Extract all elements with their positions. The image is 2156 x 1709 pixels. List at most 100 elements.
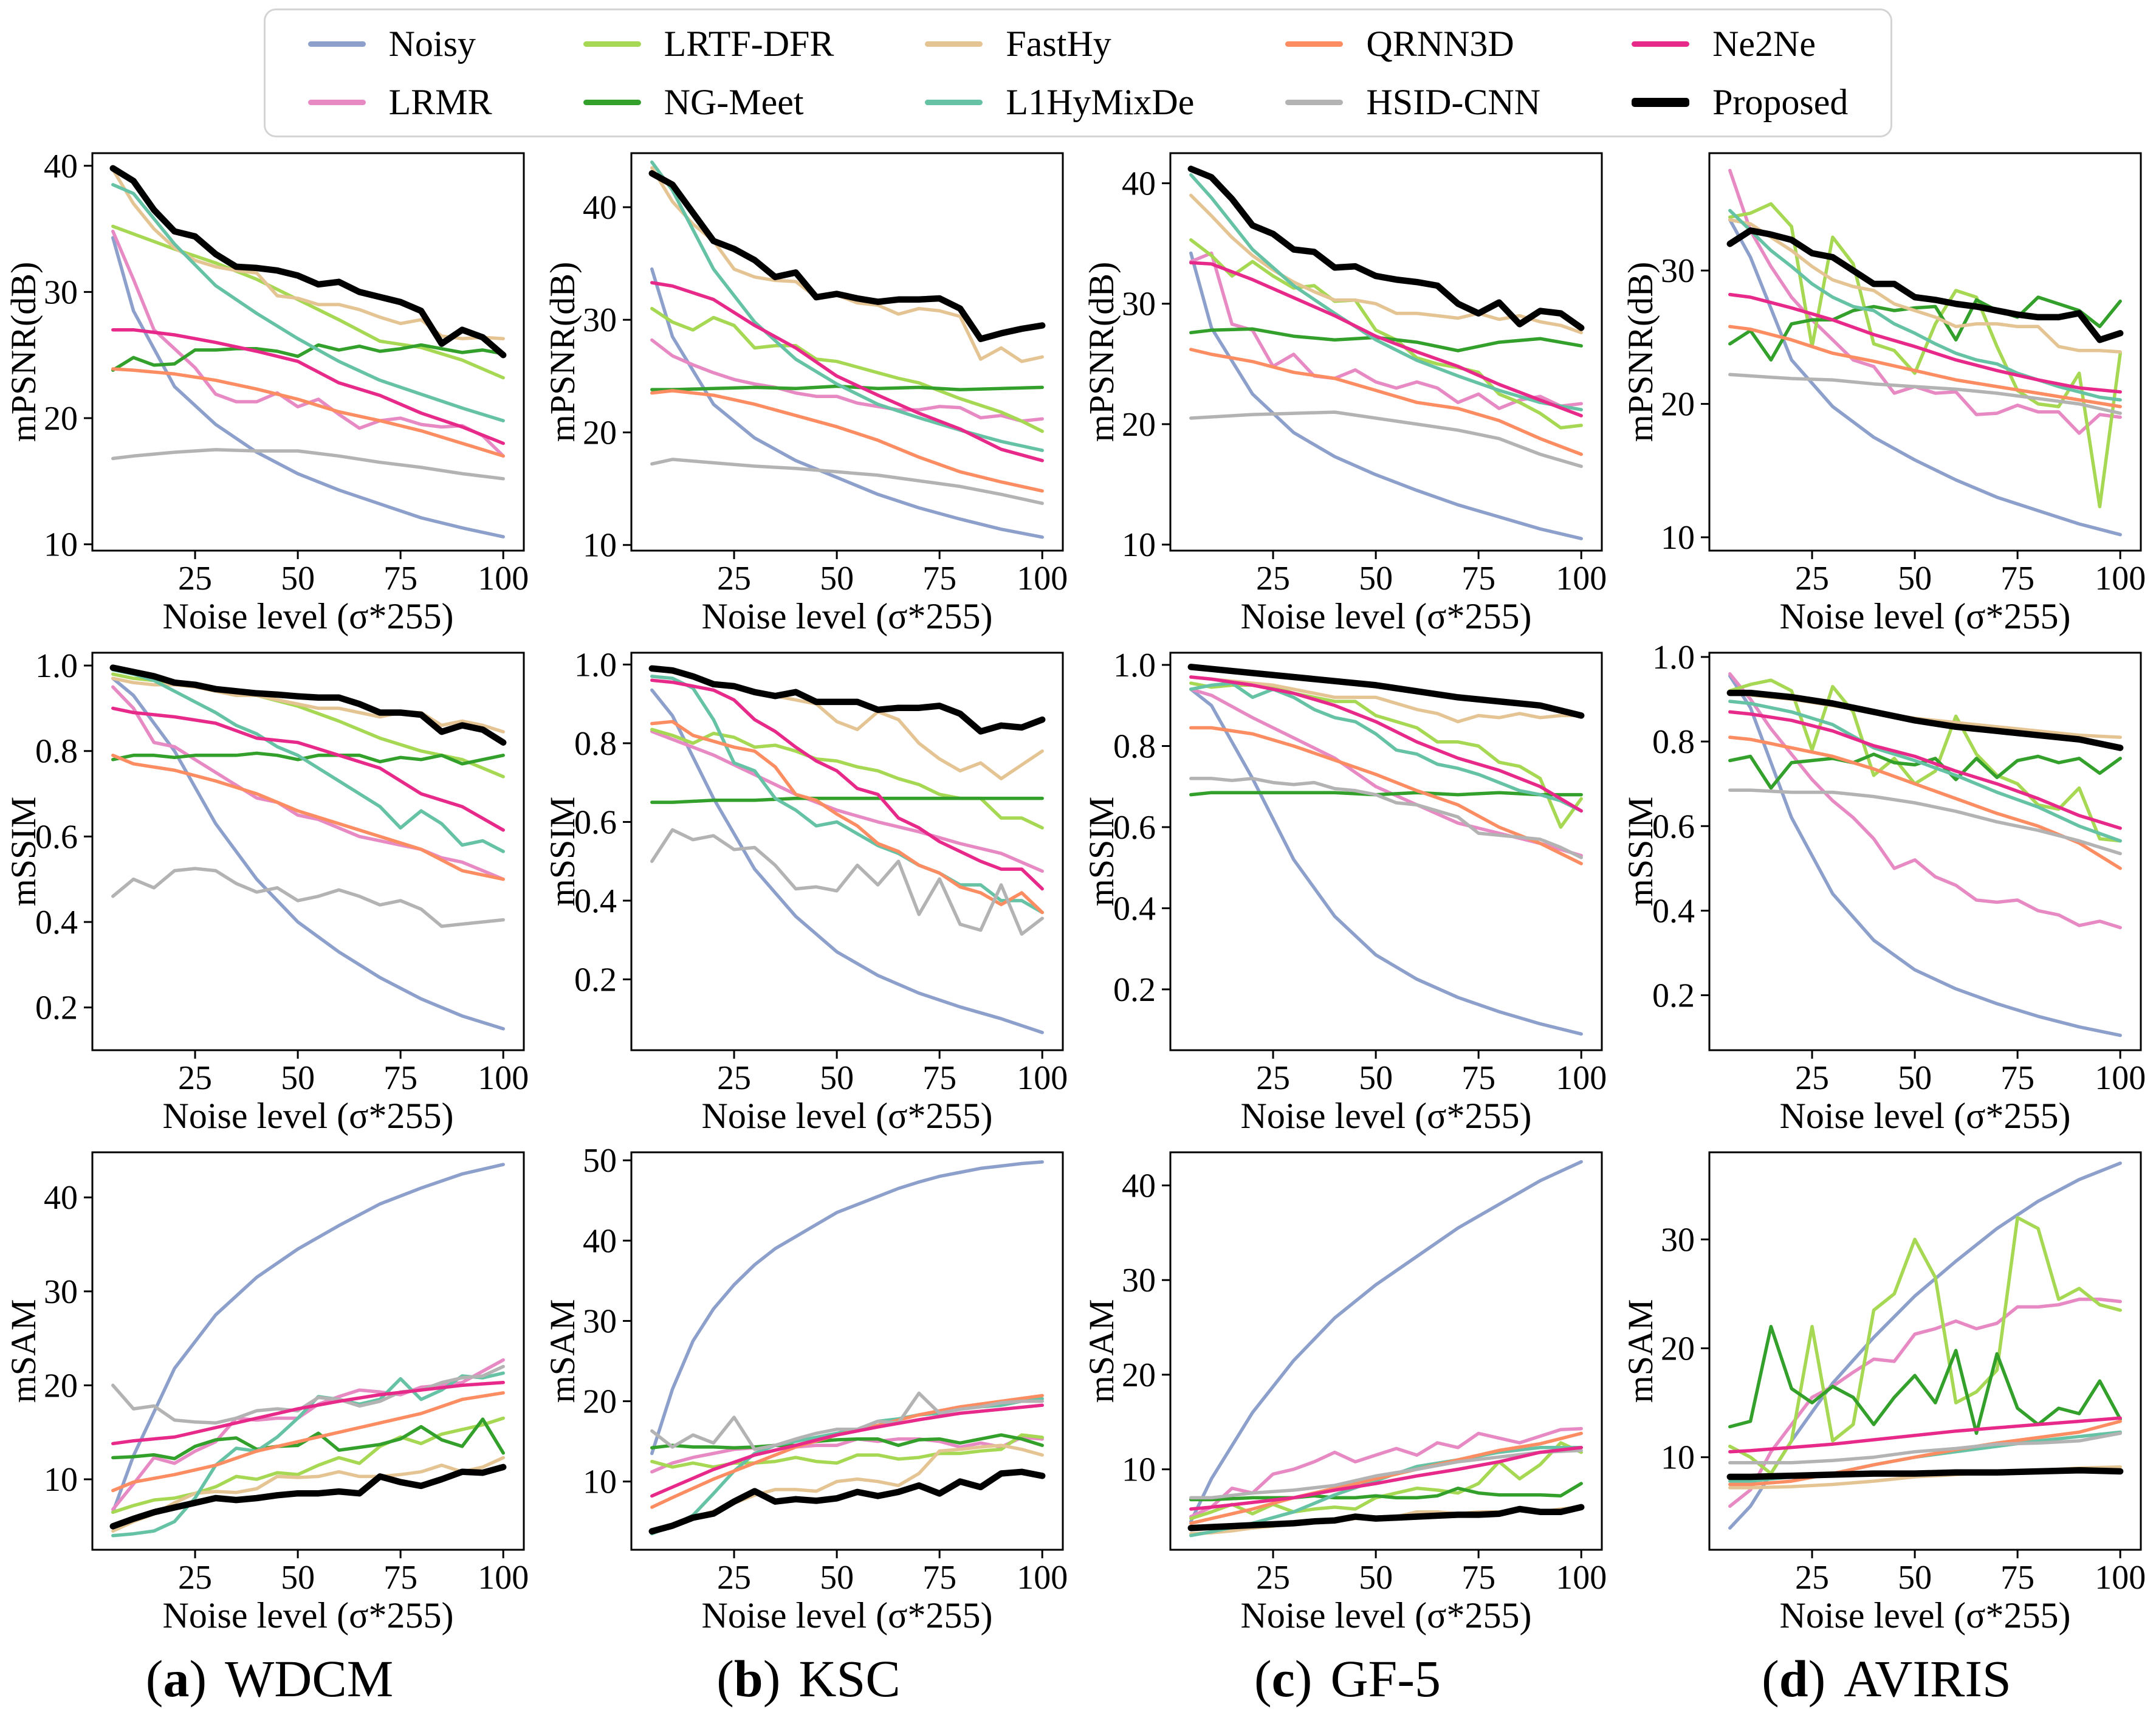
series-line-ng-meet <box>1189 1482 1583 1502</box>
y-tick-label: 0.6 <box>35 818 78 856</box>
chart-aviris-mpsnr: 25 50 75 100 10 20 30 Noise level (σ*255) mPSNR(… <box>1621 152 2146 636</box>
x-tick-label: 50 <box>281 560 315 597</box>
series-line-noisy <box>111 676 505 1031</box>
series-line-ne2ne <box>111 1381 505 1446</box>
series-line-hsid-cnn <box>111 867 505 928</box>
series-line-lrmr <box>1728 168 2122 435</box>
y-tick-label: 20 <box>1122 1357 1156 1394</box>
y-tick-label: 50 <box>583 1145 617 1180</box>
series-group <box>1187 1160 1584 1538</box>
series-line-hsid-cnn <box>1189 777 1583 859</box>
x-tick-label: 100 <box>1556 1559 1607 1597</box>
series-line-hsid-cnn <box>650 828 1044 936</box>
legend-line-swatch-ne2ne <box>1632 41 1690 47</box>
y-tick-label: 30 <box>1661 252 1695 290</box>
x-tick-label: 50 <box>820 1559 854 1597</box>
x-axis-label: Noise level (σ*255) <box>701 596 992 636</box>
x-axis-label: Noise level (σ*255) <box>1779 1096 2070 1136</box>
x-axis-label: Noise level (σ*255) <box>162 1595 453 1635</box>
series-line-fasthy <box>111 1456 505 1533</box>
series-group <box>648 665 1045 1034</box>
y-tick-label: 1.0 <box>574 646 617 684</box>
x-tick-label: 75 <box>2000 1059 2034 1097</box>
series-line-qrnn3d <box>1189 1431 1583 1525</box>
y-tick-label: 0.2 <box>1652 977 1695 1015</box>
x-axis-label: Noise level (σ*255) <box>162 1096 453 1136</box>
chart-gf5-mssim: 25 50 75 100 0.2 0.4 0.6 0.8 1.0 Noise level (σ*2… <box>1082 647 1607 1136</box>
plot-frame <box>630 1151 1063 1551</box>
series-line-ng-meet <box>650 1433 1044 1449</box>
x-tick-label: 100 <box>2095 1559 2146 1597</box>
x-tick-label: 50 <box>820 560 854 597</box>
legend-line-swatch-l1hymixde <box>925 99 983 105</box>
x-tick-label: 50 <box>281 1559 315 1597</box>
caption-close: ) <box>189 1649 207 1708</box>
y-tick-label: 0.4 <box>1652 892 1695 930</box>
y-tick-label: 0.4 <box>1113 890 1156 927</box>
legend-label: LRTF-DFR <box>664 24 834 64</box>
series-group <box>1726 672 2123 1037</box>
y-tick-label: 30 <box>583 1302 617 1340</box>
y-tick-label: 40 <box>44 148 78 185</box>
series-line-l1hymixde <box>1728 208 2122 402</box>
legend-line-swatch-hsid-cnn <box>1285 99 1344 105</box>
x-tick-label: 25 <box>717 560 751 597</box>
series-group <box>1726 1161 2123 1530</box>
series-line-l1hymixde <box>111 183 505 422</box>
x-tick-label: 100 <box>1017 1059 1068 1097</box>
series-line-lrmr <box>1728 672 2122 929</box>
y-tick-label: 20 <box>583 414 617 452</box>
x-tick-label: 100 <box>1017 560 1068 597</box>
x-tick-label: 100 <box>1556 1059 1607 1097</box>
y-tick-label: 40 <box>44 1179 78 1217</box>
caption-label: GF-5 <box>1330 1649 1441 1708</box>
y-tick-label: 10 <box>1122 526 1156 564</box>
series-group <box>109 165 506 538</box>
chart-cell-wdcm-msam: 25 50 75 100 10 20 30 40 Noise level (σ*255) mSAM <box>4 1145 531 1645</box>
series-line-proposed <box>1726 227 2123 343</box>
caption-wdcm: (a) WDCM <box>0 1648 539 1709</box>
series-line-lrtf-dfr <box>650 306 1044 433</box>
caption-letter: d <box>1779 1649 1808 1708</box>
chart-cell-gf5-msam: 25 50 75 100 10 20 30 40 Noise level (σ*255) mSAM <box>1082 1145 1609 1645</box>
y-axis-label: mPSNR(dB) <box>548 262 582 442</box>
y-axis-label: mSSIM <box>548 797 582 907</box>
series-line-noisy <box>1189 1160 1583 1524</box>
caption-letter: a <box>163 1649 190 1708</box>
legend-item-ng-meet: NG-Meet <box>583 82 834 122</box>
x-tick-label: 75 <box>383 560 417 597</box>
y-tick-label: 1.0 <box>1652 645 1695 676</box>
chart-cell-ksc-mpsnr: 25 50 75 100 10 20 30 40 Noise level (σ*255) mPSN… <box>543 146 1070 645</box>
y-tick-label: 10 <box>1661 1439 1695 1477</box>
series-line-qrnn3d <box>650 720 1044 915</box>
legend-line-swatch-fasthy <box>925 41 983 47</box>
caption-aviris: (d) AVIRIS <box>1617 1648 2156 1709</box>
x-axis-label: Noise level (σ*255) <box>1240 1096 1531 1136</box>
plot-frame <box>1708 652 2141 1051</box>
series-line-ne2ne <box>1189 261 1583 418</box>
legend-item-proposed: Proposed <box>1632 82 1848 122</box>
y-axis-label: mPSNR(dB) <box>1087 262 1121 442</box>
legend-line-swatch-ng-meet <box>583 99 641 105</box>
y-axis-label: mSSIM <box>9 797 43 907</box>
legend-line-swatch-lrtf-dfr <box>583 41 641 47</box>
series-line-hsid-cnn <box>1189 1448 1583 1500</box>
caption-letter: c <box>1271 1649 1295 1708</box>
x-axis-label: Noise level (σ*255) <box>701 1096 992 1136</box>
legend-item-ne2ne: Ne2Ne <box>1632 24 1848 64</box>
series-line-ne2ne <box>1189 1446 1583 1511</box>
caption-close: ) <box>763 1649 781 1708</box>
series-line-qrnn3d <box>1728 735 2122 870</box>
series-line-lrtf-dfr <box>1728 1216 2122 1476</box>
y-tick-label: 0.8 <box>574 725 617 763</box>
x-tick-label: 100 <box>478 1059 529 1097</box>
series-line-lrmr <box>111 1358 505 1511</box>
x-axis-label: Noise level (σ*255) <box>1779 1595 2070 1635</box>
x-axis-label: Noise level (σ*255) <box>162 596 453 636</box>
x-tick-label: 75 <box>383 1059 417 1097</box>
caption-ksc: (b) KSC <box>539 1648 1078 1709</box>
y-tick-label: 0.4 <box>35 904 78 941</box>
caption-open: ( <box>145 1649 163 1708</box>
x-tick-label: 25 <box>1256 560 1290 597</box>
legend-label: L1HyMixDe <box>1006 82 1195 122</box>
